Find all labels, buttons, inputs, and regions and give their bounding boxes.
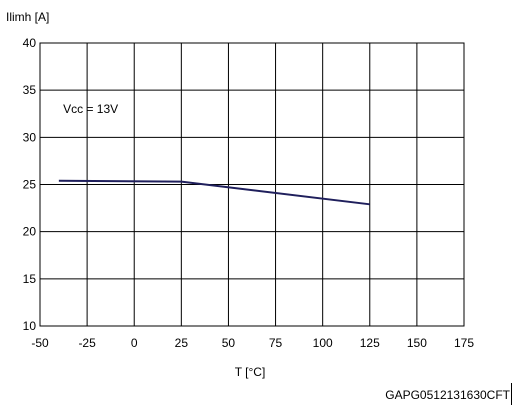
- y-tick-label: 20: [23, 225, 37, 239]
- annotations: Vcc = 13V: [63, 102, 118, 116]
- y-tick-label: 30: [23, 130, 37, 144]
- x-tick-label: 75: [269, 336, 283, 350]
- x-tick-label: 25: [175, 336, 189, 350]
- y-axis-title: Ilimh [A]: [6, 10, 49, 24]
- x-tick-label: 125: [360, 336, 380, 350]
- plot-frame: [39, 42, 465, 327]
- x-tick-label: 150: [407, 336, 427, 350]
- grid: [39, 42, 465, 327]
- annotation-label: Vcc = 13V: [63, 102, 118, 116]
- x-tick-label: -50: [31, 336, 49, 350]
- edge-marker: [511, 383, 512, 405]
- x-tick-label: 100: [313, 336, 333, 350]
- series-line-0: [58, 179, 370, 206]
- y-tick-label: 25: [23, 178, 37, 192]
- y-tick-labels: 10 15 20 25 30 35 40: [23, 36, 37, 333]
- x-tick-label: 175: [454, 336, 474, 350]
- y-tick-label: 10: [23, 319, 37, 333]
- y-tick-label: 40: [23, 36, 37, 50]
- x-tick-label: -25: [78, 336, 96, 350]
- y-tick-label: 35: [23, 83, 37, 97]
- x-tick-label: 50: [222, 336, 236, 350]
- x-tick-labels: -50 -25 0 25 50 75 100 125 150 175: [31, 336, 474, 350]
- figure-code: GAPG0512131630CFT: [385, 388, 510, 402]
- x-axis-title: T [°C]: [235, 365, 266, 379]
- x-tick-label: 0: [131, 336, 138, 350]
- y-tick-label: 15: [23, 272, 37, 286]
- series-group: [58, 179, 370, 206]
